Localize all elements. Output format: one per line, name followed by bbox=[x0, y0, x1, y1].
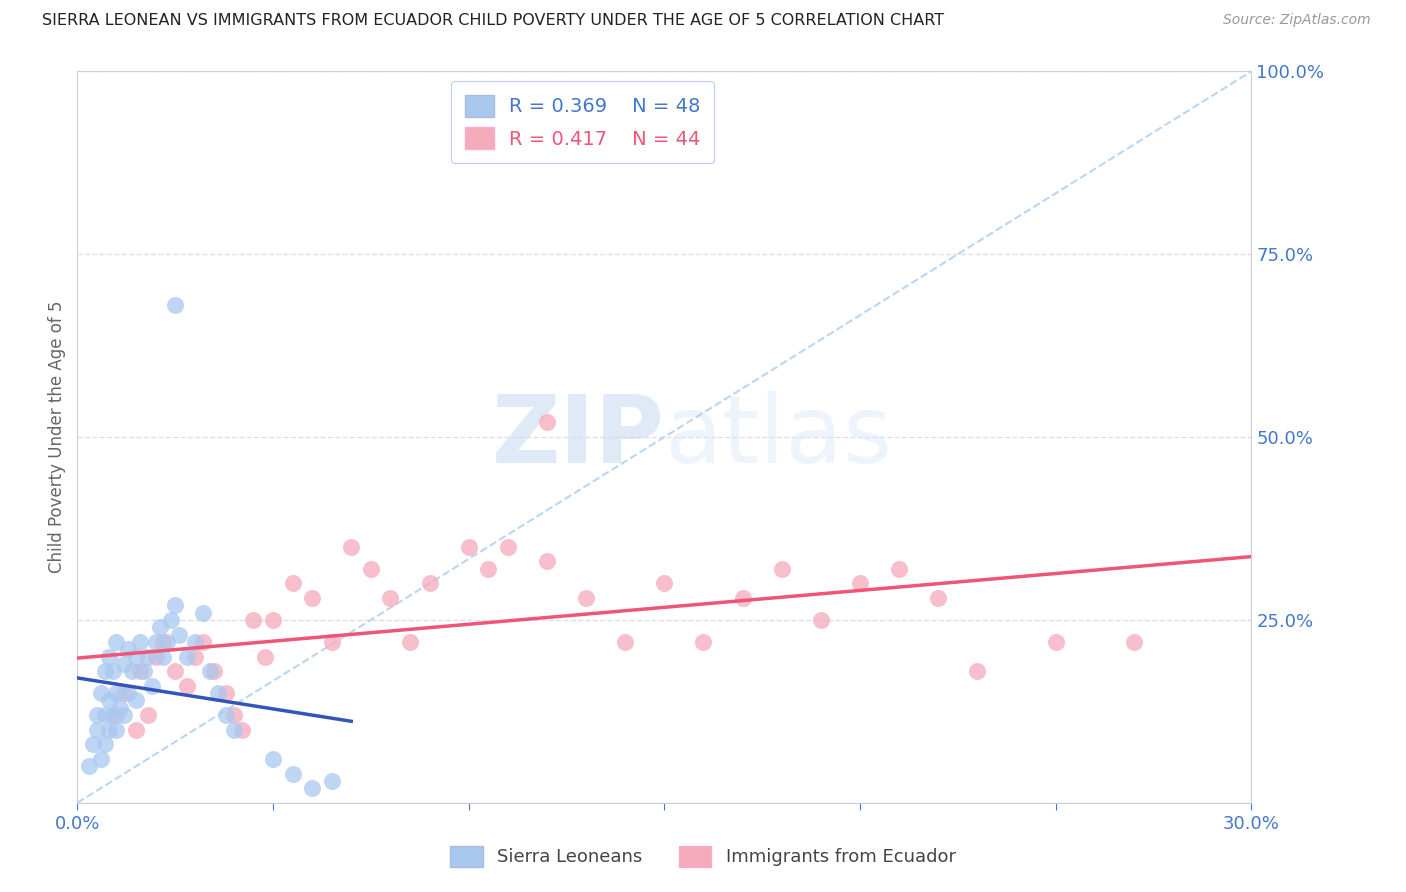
Point bbox=[165, 664, 187, 678]
Point bbox=[82, 737, 104, 751]
Point bbox=[849, 576, 872, 591]
Point bbox=[731, 591, 754, 605]
Point bbox=[101, 708, 124, 723]
Point bbox=[141, 679, 163, 693]
Point bbox=[262, 752, 284, 766]
Text: Source: ZipAtlas.com: Source: ZipAtlas.com bbox=[1223, 13, 1371, 28]
Point bbox=[536, 416, 558, 430]
Point bbox=[536, 554, 558, 568]
Point bbox=[93, 708, 115, 723]
Point bbox=[380, 591, 402, 605]
Text: atlas: atlas bbox=[665, 391, 893, 483]
Point bbox=[321, 635, 343, 649]
Point bbox=[129, 635, 152, 649]
Point bbox=[242, 613, 264, 627]
Point bbox=[90, 752, 112, 766]
Point bbox=[176, 649, 198, 664]
Point bbox=[136, 649, 159, 664]
Point bbox=[110, 700, 132, 714]
Text: SIERRA LEONEAN VS IMMIGRANTS FROM ECUADOR CHILD POVERTY UNDER THE AGE OF 5 CORRE: SIERRA LEONEAN VS IMMIGRANTS FROM ECUADO… bbox=[42, 13, 945, 29]
Point bbox=[927, 591, 949, 605]
Point bbox=[105, 723, 128, 737]
Point bbox=[202, 664, 225, 678]
Point bbox=[152, 635, 174, 649]
Point bbox=[614, 635, 637, 649]
Point bbox=[477, 562, 499, 576]
Point bbox=[112, 708, 135, 723]
Point bbox=[654, 576, 676, 591]
Point bbox=[419, 576, 441, 591]
Point bbox=[165, 599, 187, 613]
Point bbox=[321, 773, 343, 788]
Legend: R = 0.369    N = 48, R = 0.417    N = 44: R = 0.369 N = 48, R = 0.417 N = 44 bbox=[451, 81, 714, 163]
Point bbox=[281, 576, 304, 591]
Point bbox=[176, 679, 198, 693]
Point bbox=[125, 723, 148, 737]
Point bbox=[496, 540, 519, 554]
Y-axis label: Child Poverty Under the Age of 5: Child Poverty Under the Age of 5 bbox=[48, 301, 66, 574]
Point bbox=[125, 693, 148, 707]
Point bbox=[93, 737, 115, 751]
Point bbox=[191, 606, 214, 620]
Point bbox=[231, 723, 253, 737]
Point bbox=[966, 664, 988, 678]
Point bbox=[399, 635, 422, 649]
Point bbox=[77, 759, 100, 773]
Point bbox=[145, 649, 167, 664]
Point bbox=[117, 686, 139, 700]
Point bbox=[112, 657, 135, 671]
Point bbox=[183, 649, 207, 664]
Point bbox=[200, 664, 222, 678]
Point bbox=[340, 540, 363, 554]
Point bbox=[129, 664, 152, 678]
Point bbox=[101, 664, 124, 678]
Point bbox=[105, 708, 128, 723]
Point bbox=[105, 635, 128, 649]
Point bbox=[160, 613, 183, 627]
Point bbox=[301, 591, 323, 605]
Point bbox=[132, 664, 155, 678]
Point bbox=[125, 649, 148, 664]
Point bbox=[117, 642, 139, 657]
Point bbox=[148, 620, 170, 634]
Point bbox=[222, 723, 245, 737]
Legend: Sierra Leoneans, Immigrants from Ecuador: Sierra Leoneans, Immigrants from Ecuador bbox=[443, 838, 963, 874]
Point bbox=[575, 591, 598, 605]
Text: ZIP: ZIP bbox=[492, 391, 665, 483]
Point bbox=[457, 540, 479, 554]
Point bbox=[191, 635, 214, 649]
Point bbox=[136, 708, 159, 723]
Point bbox=[207, 686, 229, 700]
Point bbox=[112, 686, 135, 700]
Point bbox=[93, 664, 115, 678]
Point bbox=[156, 635, 179, 649]
Point bbox=[86, 723, 108, 737]
Point bbox=[1045, 635, 1067, 649]
Point bbox=[770, 562, 793, 576]
Point bbox=[152, 649, 174, 664]
Point bbox=[254, 649, 277, 664]
Point bbox=[889, 562, 911, 576]
Point bbox=[105, 686, 128, 700]
Point bbox=[360, 562, 382, 576]
Point bbox=[165, 298, 187, 312]
Point bbox=[183, 635, 207, 649]
Point bbox=[97, 723, 120, 737]
Point bbox=[97, 693, 120, 707]
Point bbox=[86, 708, 108, 723]
Point bbox=[301, 781, 323, 796]
Point bbox=[810, 613, 832, 627]
Point bbox=[281, 766, 304, 780]
Point bbox=[692, 635, 714, 649]
Point bbox=[145, 635, 167, 649]
Point bbox=[215, 686, 238, 700]
Point bbox=[97, 649, 120, 664]
Point bbox=[215, 708, 238, 723]
Point bbox=[121, 664, 143, 678]
Point bbox=[222, 708, 245, 723]
Point bbox=[1123, 635, 1146, 649]
Point bbox=[90, 686, 112, 700]
Point bbox=[262, 613, 284, 627]
Point bbox=[167, 627, 190, 641]
